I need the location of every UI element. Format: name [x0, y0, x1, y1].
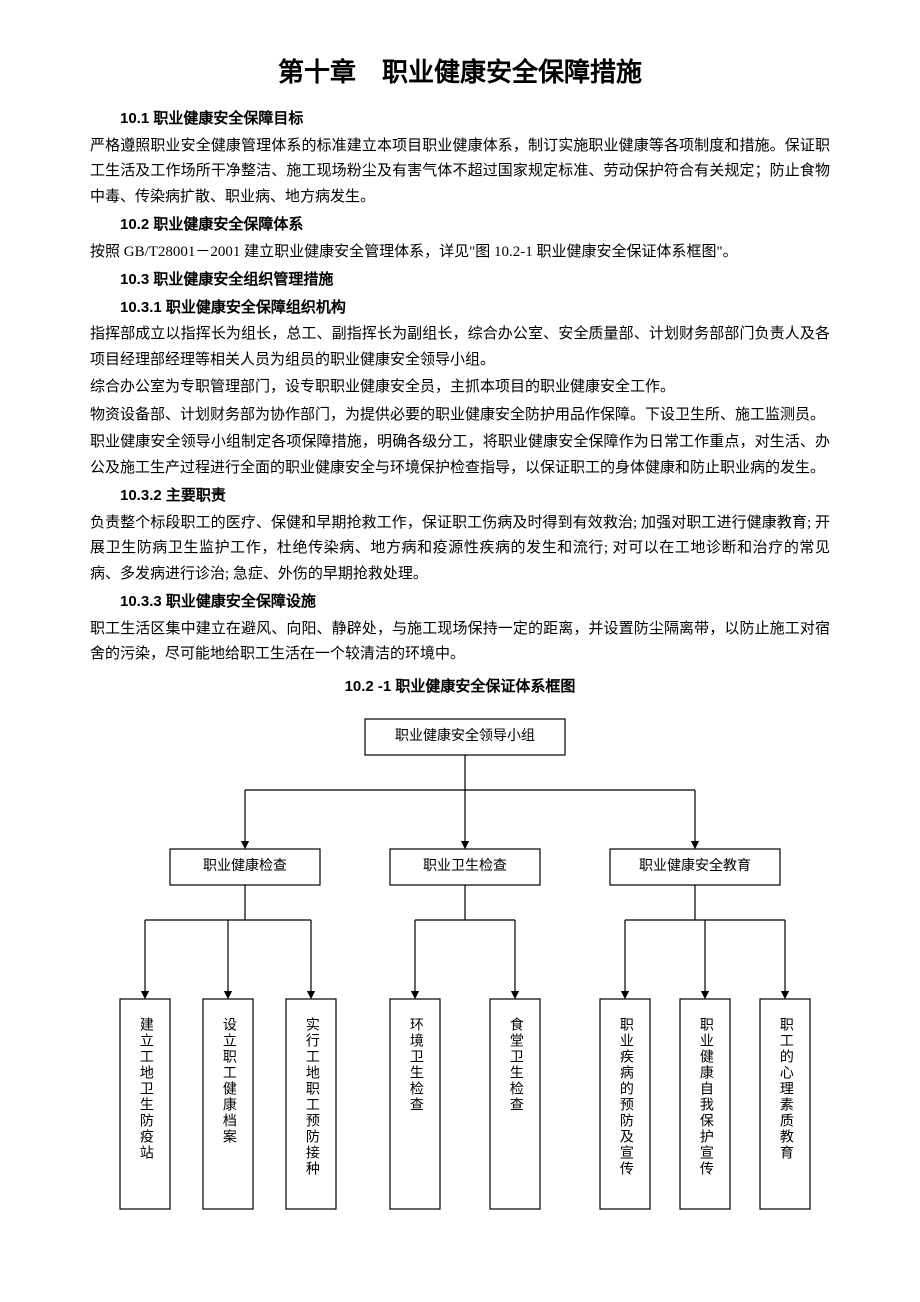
svg-text:职业健康安全教育: 职业健康安全教育 [639, 857, 751, 874]
svg-text:职业健康检查: 职业健康检查 [203, 857, 287, 874]
heading-10-3-3: 10.3.3 职业健康安全保障设施 [90, 589, 830, 615]
svg-text:职业卫生检查: 职业卫生检查 [423, 858, 507, 874]
chapter-title: 第十章 职业健康安全保障措施 [90, 50, 830, 94]
heading-10-3: 10.3 职业健康安全组织管理措施 [90, 267, 830, 293]
heading-10-3-2: 10.3.2 主要职责 [90, 483, 830, 509]
paragraph: 综合办公室为专职管理部门，设专职职业健康安全员，主抓本项目的职业健康安全工作。 [90, 375, 830, 401]
org-chart-diagram: 职业健康安全领导小组职业健康检查职业卫生检查职业健康安全教育建立工地卫生防疫站设… [90, 709, 830, 1219]
heading-10-2: 10.2 职业健康安全保障体系 [90, 212, 830, 238]
paragraph: 职业健康安全领导小组制定各项保障措施，明确各级分工，将职业健康安全保障作为日常工… [90, 430, 830, 481]
paragraph: 严格遵照职业安全健康管理体系的标准建立本项目职业健康体系，制订实施职业健康等各项… [90, 134, 830, 211]
paragraph: 指挥部成立以指挥长为组长，总工、副指挥长为副组长，综合办公室、安全质量部、计划财… [90, 322, 830, 373]
paragraph: 按照 GB/T28001－2001 建立职业健康安全管理体系，详见"图 10.2… [90, 240, 830, 266]
paragraph: 职工生活区集中建立在避风、向阳、静辟处，与施工现场保持一定的距离，并设置防尘隔离… [90, 617, 830, 668]
paragraph: 物资设备部、计划财务部为协作部门，为提供必要的职业健康安全防护用品作保障。下设卫… [90, 403, 830, 429]
heading-10-3-1: 10.3.1 职业健康安全保障组织机构 [90, 295, 830, 321]
diagram-caption: 10.2 -1 职业健康安全保证体系框图 [90, 674, 830, 700]
paragraph: 负责整个标段职工的医疗、保健和早期抢救工作，保证职工伤病及时得到有效救治; 加强… [90, 511, 830, 588]
heading-10-1: 10.1 职业健康安全保障目标 [90, 106, 830, 132]
svg-text:职业健康安全领导小组: 职业健康安全领导小组 [395, 727, 535, 744]
